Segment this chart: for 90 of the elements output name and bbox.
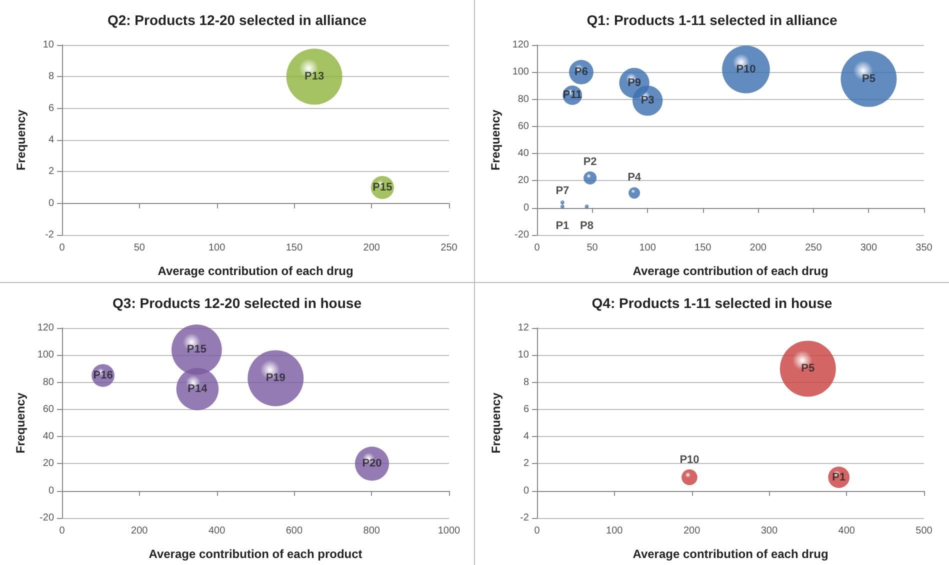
x-tick-label: 600 <box>286 526 303 536</box>
x-tick-label: 500 <box>916 526 933 536</box>
x-tick-label: 300 <box>760 526 778 536</box>
chart-title: Q3: Products 12-20 selected in house <box>112 295 362 311</box>
data-label: P10 <box>680 454 700 466</box>
y-tick-label: 60 <box>518 120 530 132</box>
x-tick-label: 100 <box>208 242 226 254</box>
x-tick-label: 100 <box>606 526 624 536</box>
y-tick-label: 0 <box>523 485 530 496</box>
y-tick-label: 8 <box>523 376 530 388</box>
data-label: P5 <box>862 72 876 85</box>
x-tick-label: 50 <box>134 242 146 254</box>
x-axis-title: Average contribution of each drug <box>632 547 828 561</box>
y-tick-label: 10 <box>42 40 54 50</box>
x-tick-label: 200 <box>683 526 701 536</box>
x-tick-label: 200 <box>131 526 148 536</box>
y-tick-label: 6 <box>48 102 54 114</box>
y-tick-label: 80 <box>42 376 54 388</box>
y-tick-label: 40 <box>42 431 54 442</box>
y-axis-title: Frequency <box>488 109 502 170</box>
x-tick-label: 0 <box>59 526 66 536</box>
y-tick-label: -2 <box>520 512 530 524</box>
y-tick-label: 4 <box>48 134 54 146</box>
y-tick-label: 0 <box>523 202 530 214</box>
y-tick-label: -20 <box>40 512 54 524</box>
data-label: P15 <box>186 344 206 356</box>
data-label: P2 <box>583 156 597 168</box>
y-tick-label: 60 <box>42 404 54 415</box>
y-tick-label: 4 <box>523 431 530 442</box>
data-label: P7 <box>556 184 570 197</box>
data-label: P4 <box>628 172 642 184</box>
x-tick-label: 0 <box>534 242 540 254</box>
x-tick-label: 200 <box>363 242 380 254</box>
data-label: P11 <box>562 89 582 102</box>
x-tick-label: 50 <box>586 242 598 254</box>
x-tick-label: 150 <box>694 242 712 254</box>
data-label: P10 <box>736 63 756 76</box>
y-tick-label: 0 <box>48 198 54 209</box>
y-tick-label: 20 <box>42 458 54 470</box>
data-label: P1 <box>832 471 846 484</box>
data-label: P5 <box>801 362 815 375</box>
y-tick-label: -2 <box>45 230 54 240</box>
data-label: P9 <box>628 77 642 89</box>
y-tick-label: 120 <box>37 322 54 334</box>
x-tick-label: 200 <box>750 242 767 254</box>
chart-title: Q2: Products 12-20 selected in alliance <box>107 12 367 28</box>
y-tick-label: 0 <box>48 485 54 496</box>
y-tick-label: 100 <box>37 350 54 361</box>
y-tick-label: 2 <box>48 166 54 178</box>
x-tick-label: 400 <box>208 526 226 536</box>
chart-title: Q1: Products 1-11 selected in alliance <box>586 12 838 28</box>
data-label: P16 <box>93 370 113 382</box>
x-tick-label: 400 <box>838 526 856 536</box>
y-tick-label: 20 <box>518 175 530 186</box>
x-tick-label: 800 <box>363 526 380 536</box>
data-label: P14 <box>188 383 208 396</box>
x-axis-title: Average contribution of each product <box>148 547 362 561</box>
data-label: P13 <box>304 70 324 83</box>
data-label: P20 <box>362 458 382 470</box>
y-tick-label: 12 <box>518 322 530 334</box>
chart-title: Q4: Products 1-11 selected in house <box>592 295 832 311</box>
data-label: P15 <box>372 182 392 194</box>
y-tick-label: 10 <box>518 350 530 361</box>
y-tick-label: 6 <box>523 404 530 415</box>
x-tick-label: 1000 <box>438 526 461 536</box>
y-tick-label: 120 <box>512 40 530 50</box>
x-tick-label: 250 <box>440 242 458 254</box>
data-label: P19 <box>266 372 286 384</box>
x-axis-title: Average contribution of each drug <box>632 264 828 278</box>
x-tick-label: 350 <box>916 242 933 254</box>
y-tick-label: 100 <box>512 66 530 78</box>
y-axis-title: Frequency <box>489 392 503 454</box>
y-tick-label: 2 <box>523 458 530 470</box>
x-tick-label: 250 <box>805 242 822 254</box>
x-tick-label: 150 <box>286 242 303 254</box>
data-label: P1 <box>556 220 570 232</box>
x-tick-label: 300 <box>860 242 878 254</box>
y-axis-title: Frequency <box>13 392 28 454</box>
y-tick-label: 8 <box>48 71 54 82</box>
y-tick-label: 80 <box>518 94 530 105</box>
y-axis-title: Frequency <box>14 109 28 170</box>
data-label: P3 <box>640 94 654 107</box>
x-tick-label: 0 <box>534 526 540 536</box>
x-tick-label: 100 <box>639 242 656 254</box>
y-tick-label: -20 <box>514 230 530 240</box>
y-tick-label: 40 <box>518 148 530 160</box>
data-label: P8 <box>580 220 594 232</box>
data-label: P6 <box>574 66 588 78</box>
x-axis-title: Average contribution of each drug <box>158 264 354 278</box>
x-tick-label: 0 <box>59 242 66 254</box>
